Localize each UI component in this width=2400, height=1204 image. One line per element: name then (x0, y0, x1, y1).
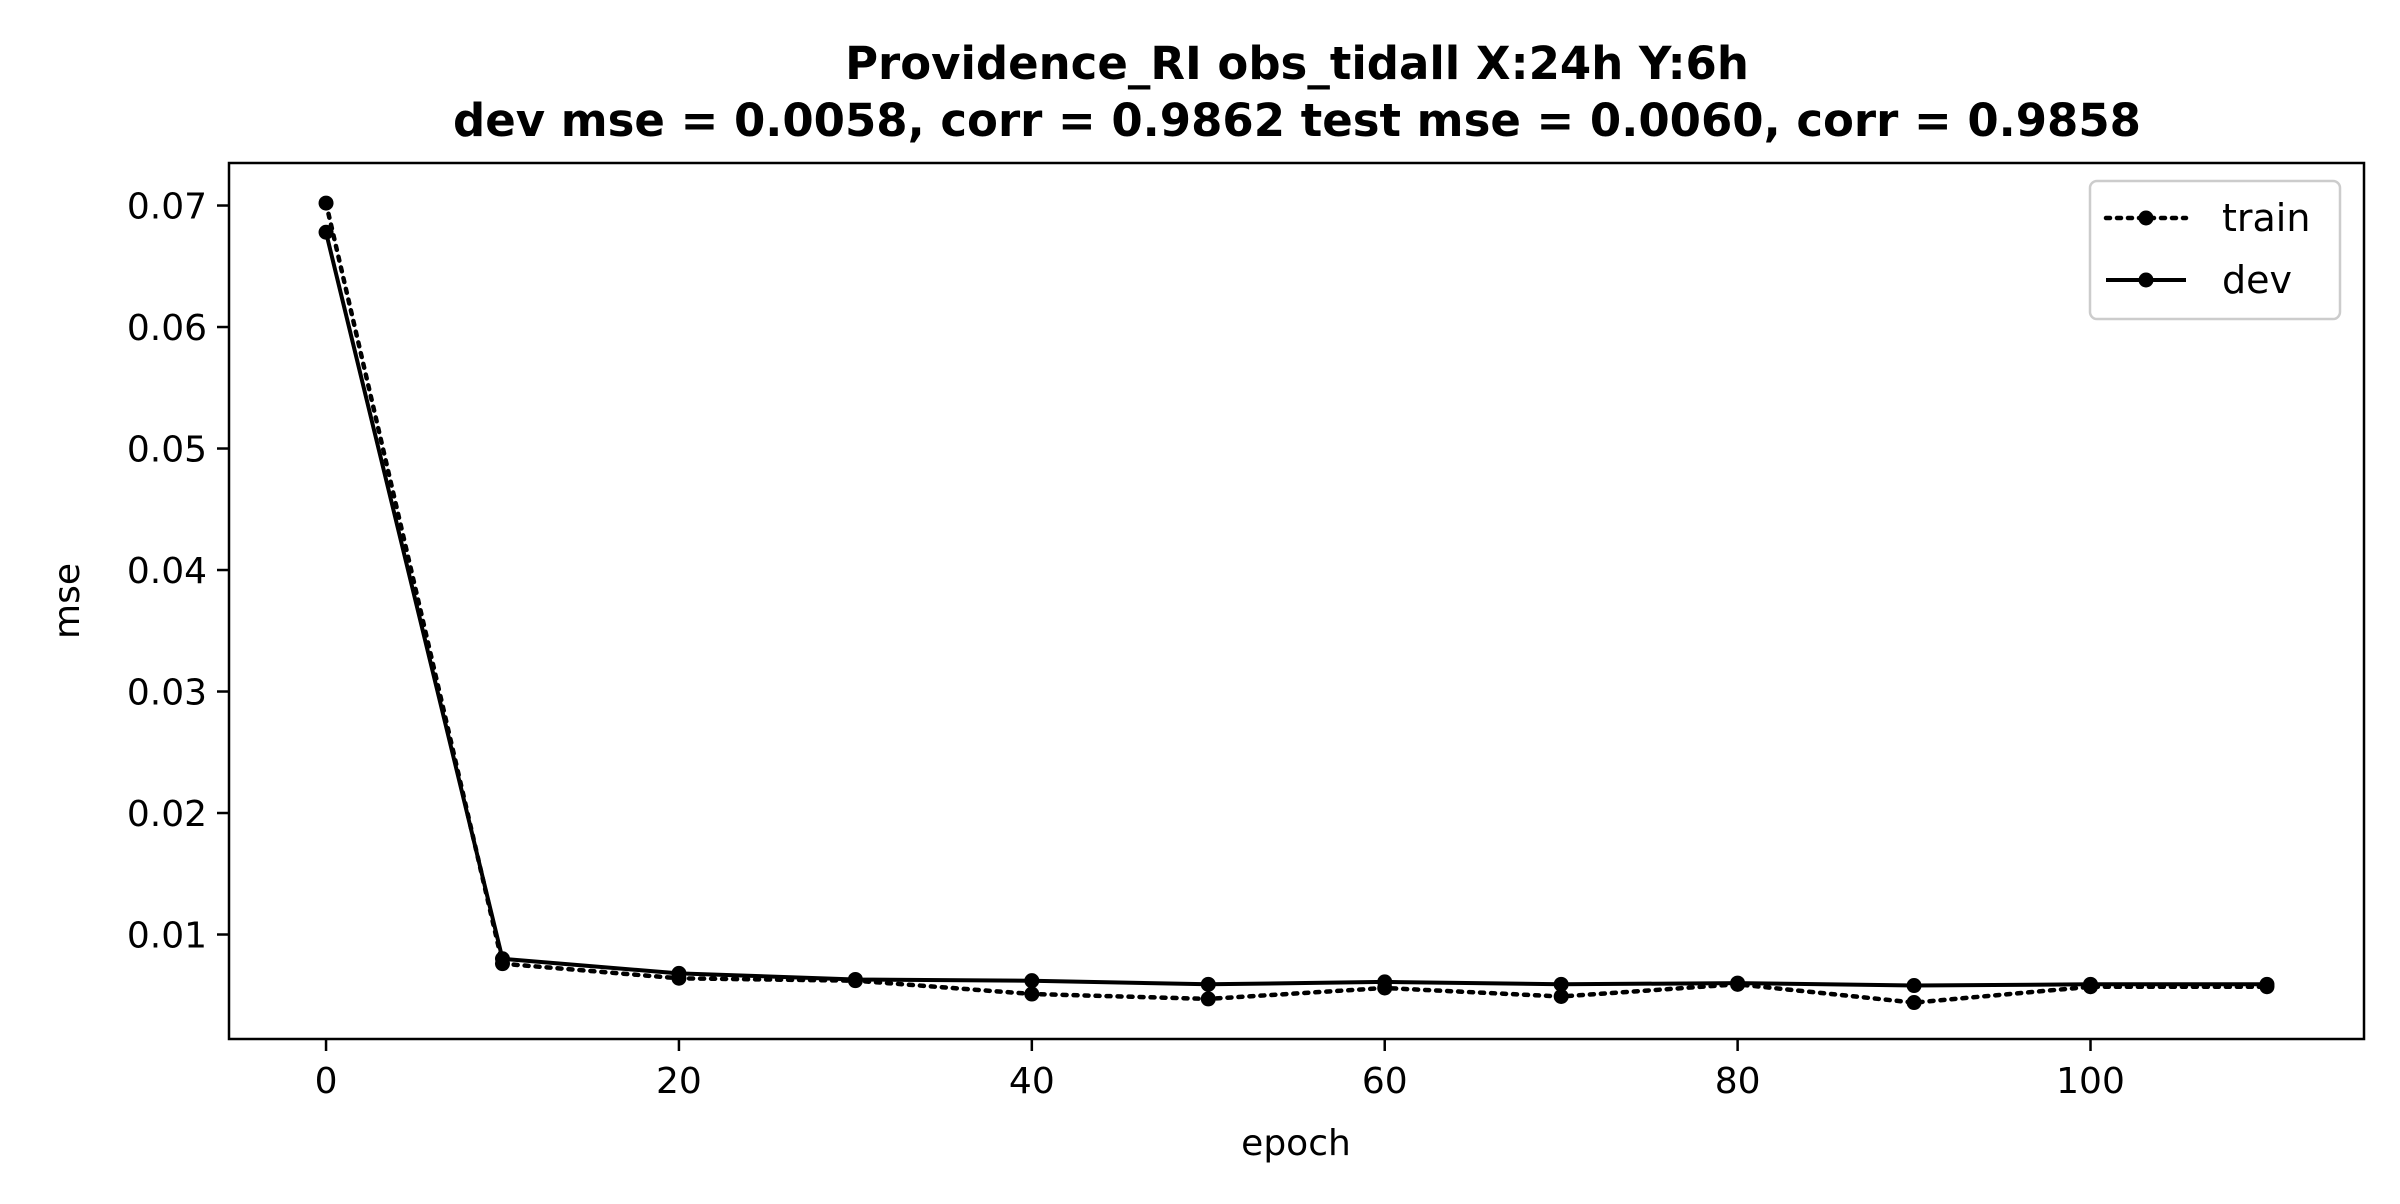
data-point-dev (847, 971, 863, 987)
data-point-dev (1377, 974, 1393, 990)
data-point-train (318, 195, 334, 211)
x-tick-label: 60 (1362, 1061, 1408, 1102)
x-tick-label: 20 (656, 1061, 702, 1102)
data-point-train (1906, 995, 1922, 1011)
data-point-train (1553, 988, 1569, 1004)
data-point-train (1024, 986, 1040, 1002)
y-axis-label: mse (47, 563, 88, 639)
series-line-train (323, 200, 2270, 1005)
legend-label-dev: dev (2222, 258, 2292, 302)
series-layer (318, 195, 2275, 1011)
y-tick-label: 0.01 (127, 916, 207, 957)
chart-title: Providence_RI obs_tidall X:24h Y:6h (845, 37, 1749, 90)
series-line-dev (324, 231, 2267, 988)
legend-label-train: train (2222, 196, 2310, 240)
data-point-dev (1906, 978, 1922, 994)
x-axis-label: epoch (1241, 1123, 1351, 1164)
y-axis-ticks: 0.01 0.02 0.03 0.04 0.05 0.06 0.07 (127, 187, 229, 957)
legend-marker-train (2138, 210, 2154, 226)
y-tick-label: 0.07 (127, 187, 207, 228)
y-tick-label: 0.02 (127, 794, 207, 835)
legend-entries: train dev (2103, 196, 2310, 302)
data-point-dev (1553, 976, 1569, 992)
data-point-dev (2083, 976, 2099, 992)
x-tick-label: 80 (1715, 1061, 1761, 1102)
data-point-dev (494, 951, 510, 967)
data-point-dev (318, 224, 334, 240)
y-tick-label: 0.04 (127, 551, 207, 592)
y-tick-label: 0.06 (127, 308, 207, 349)
data-point-dev (671, 965, 687, 981)
x-tick-label: 40 (1009, 1061, 1055, 1102)
y-tick-label: 0.05 (127, 430, 207, 471)
plot-area-frame (227, 161, 2366, 1041)
data-point-dev (2259, 976, 2275, 992)
data-point-dev (1200, 976, 1216, 992)
x-tick-label: 100 (2056, 1061, 2125, 1102)
data-point-dev (1024, 973, 1040, 989)
x-tick-label: 0 (315, 1061, 338, 1102)
chart-subtitle: dev mse = 0.0058, corr = 0.9862 test mse… (453, 94, 2141, 147)
x-axis-ticks: 0 20 40 60 80 100 (315, 1039, 2125, 1102)
legend-marker-dev (2138, 272, 2154, 288)
data-point-dev (1730, 975, 1746, 991)
legend: train dev (2088, 179, 2342, 321)
y-tick-label: 0.03 (127, 673, 207, 714)
data-point-train (1200, 991, 1216, 1007)
